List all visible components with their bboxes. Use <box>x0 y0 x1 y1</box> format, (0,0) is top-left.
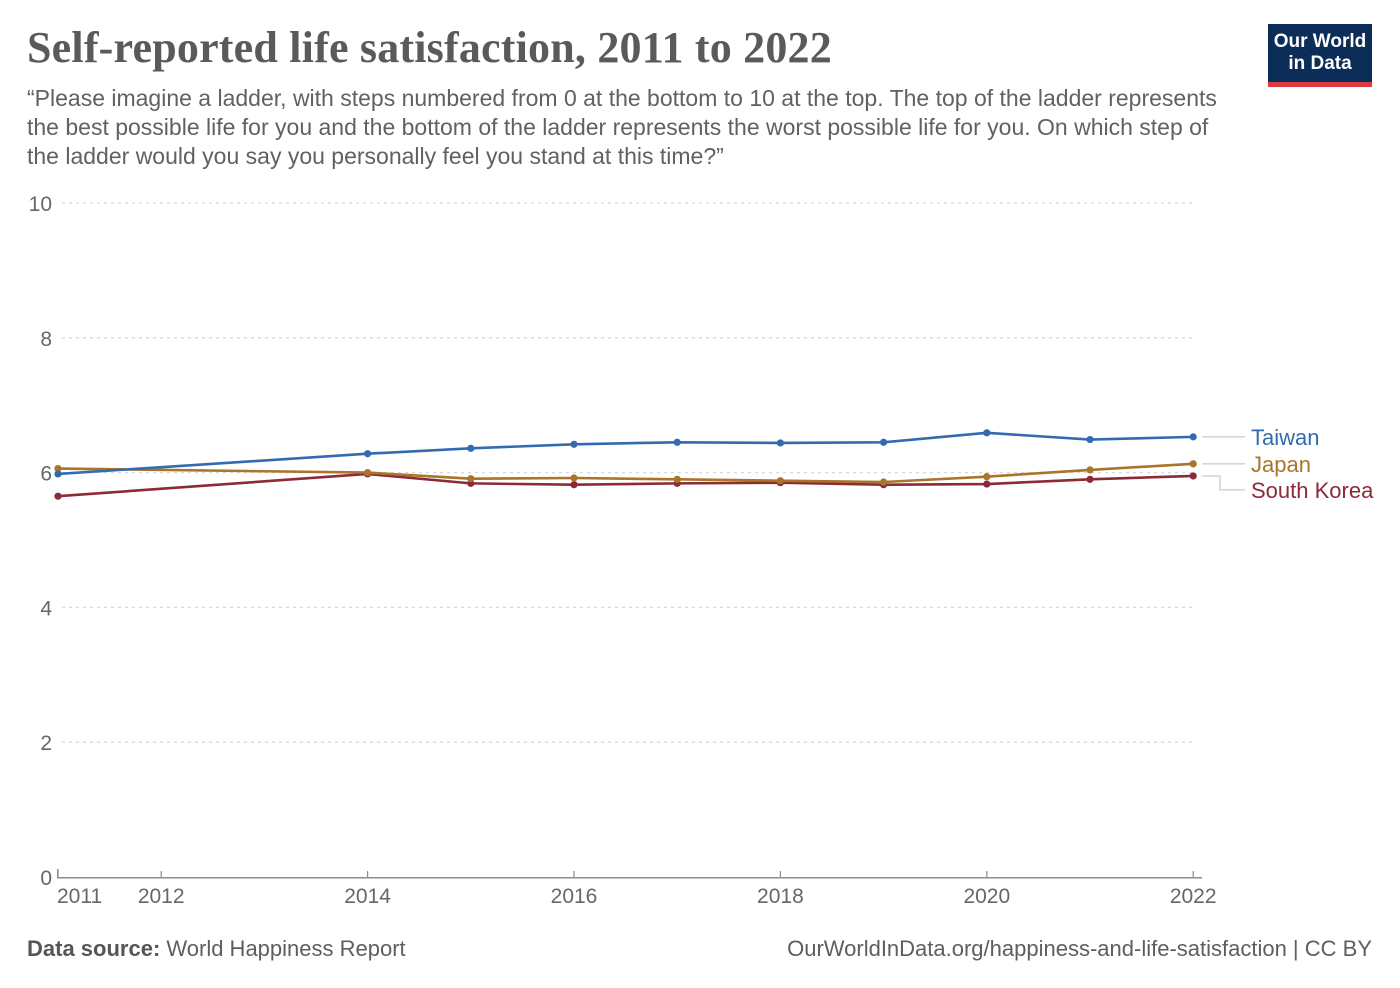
series-line-south-korea <box>56 472 1195 498</box>
y-tick-label-8: 8 <box>40 328 52 351</box>
data-source-value: World Happiness Report <box>160 936 406 961</box>
data-point-japan-2015 <box>467 475 475 483</box>
data-point-japan-2020 <box>983 473 991 481</box>
entity-label-taiwan[interactable]: Taiwan <box>1251 425 1319 450</box>
data-point-japan-2014 <box>364 469 372 477</box>
data-point-taiwan-2018 <box>776 439 785 447</box>
data-point-japan-2018 <box>776 477 785 485</box>
x-tick-label-2014: 2014 <box>344 885 391 908</box>
data-point-japan-2011 <box>54 464 62 473</box>
data-point-taiwan-2021 <box>1086 435 1094 444</box>
data-point-south-korea-2022 <box>1189 472 1197 480</box>
data-point-taiwan-2014 <box>364 450 372 458</box>
data-point-taiwan-2016 <box>570 440 578 448</box>
y-tick-label-2: 2 <box>40 732 52 755</box>
data-point-taiwan-2022 <box>1189 433 1197 441</box>
data-point-taiwan-2015 <box>467 444 475 452</box>
y-tick-label-0: 0 <box>40 867 52 890</box>
data-point-japan-2022 <box>1189 460 1197 468</box>
x-tick-label-2022: 2022 <box>1170 885 1217 908</box>
data-source-note: Data source: World Happiness Report <box>27 936 406 962</box>
canonical-url[interactable]: OurWorldInData.org/happiness-and-life-sa… <box>787 936 1372 961</box>
series-line-taiwan <box>56 431 1195 476</box>
data-point-japan-2021 <box>1086 466 1094 474</box>
label-connector-south-korea <box>1202 475 1245 491</box>
data-point-taiwan-2017 <box>673 438 681 446</box>
series-line-japan <box>56 462 1195 484</box>
x-tick-label-2016: 2016 <box>551 885 598 908</box>
data-source-label: Data source: <box>27 936 161 961</box>
data-point-south-korea-2020 <box>983 480 991 488</box>
data-point-taiwan-2011 <box>54 470 62 478</box>
entity-label-japan[interactable]: Japan <box>1251 452 1311 477</box>
data-point-taiwan-2019 <box>880 438 888 446</box>
chart-title: Self-reported life satisfaction, 2011 to… <box>27 23 832 72</box>
data-point-south-korea-2011 <box>54 492 62 500</box>
data-point-japan-2019 <box>880 478 888 486</box>
data-point-japan-2016 <box>570 474 578 482</box>
data-point-taiwan-2020 <box>983 429 991 437</box>
y-tick-label-10: 10 <box>29 193 52 216</box>
data-point-south-korea-2016 <box>570 481 578 489</box>
x-tick-label-2018: 2018 <box>757 885 804 908</box>
chart-footer: Data source: World Happiness Report OurW… <box>27 936 1372 962</box>
y-tick-label-6: 6 <box>40 463 52 486</box>
x-tick-label-2012: 2012 <box>138 885 185 908</box>
owid-logo-line1: Our World <box>1273 31 1367 52</box>
owid-logo[interactable]: Our World in Data <box>1268 24 1372 87</box>
owid-logo-line2: in Data <box>1288 53 1352 74</box>
x-tick-label-2011: 2011 <box>57 885 102 908</box>
chart-subtitle: “Please imagine a ladder, with steps num… <box>27 85 1217 169</box>
y-tick-label-4: 4 <box>40 597 52 620</box>
entity-label-south-korea[interactable]: South Korea <box>1251 478 1374 503</box>
x-tick-label-2020: 2020 <box>963 885 1010 908</box>
data-point-japan-2017 <box>673 475 681 483</box>
data-point-south-korea-2021 <box>1086 475 1094 483</box>
